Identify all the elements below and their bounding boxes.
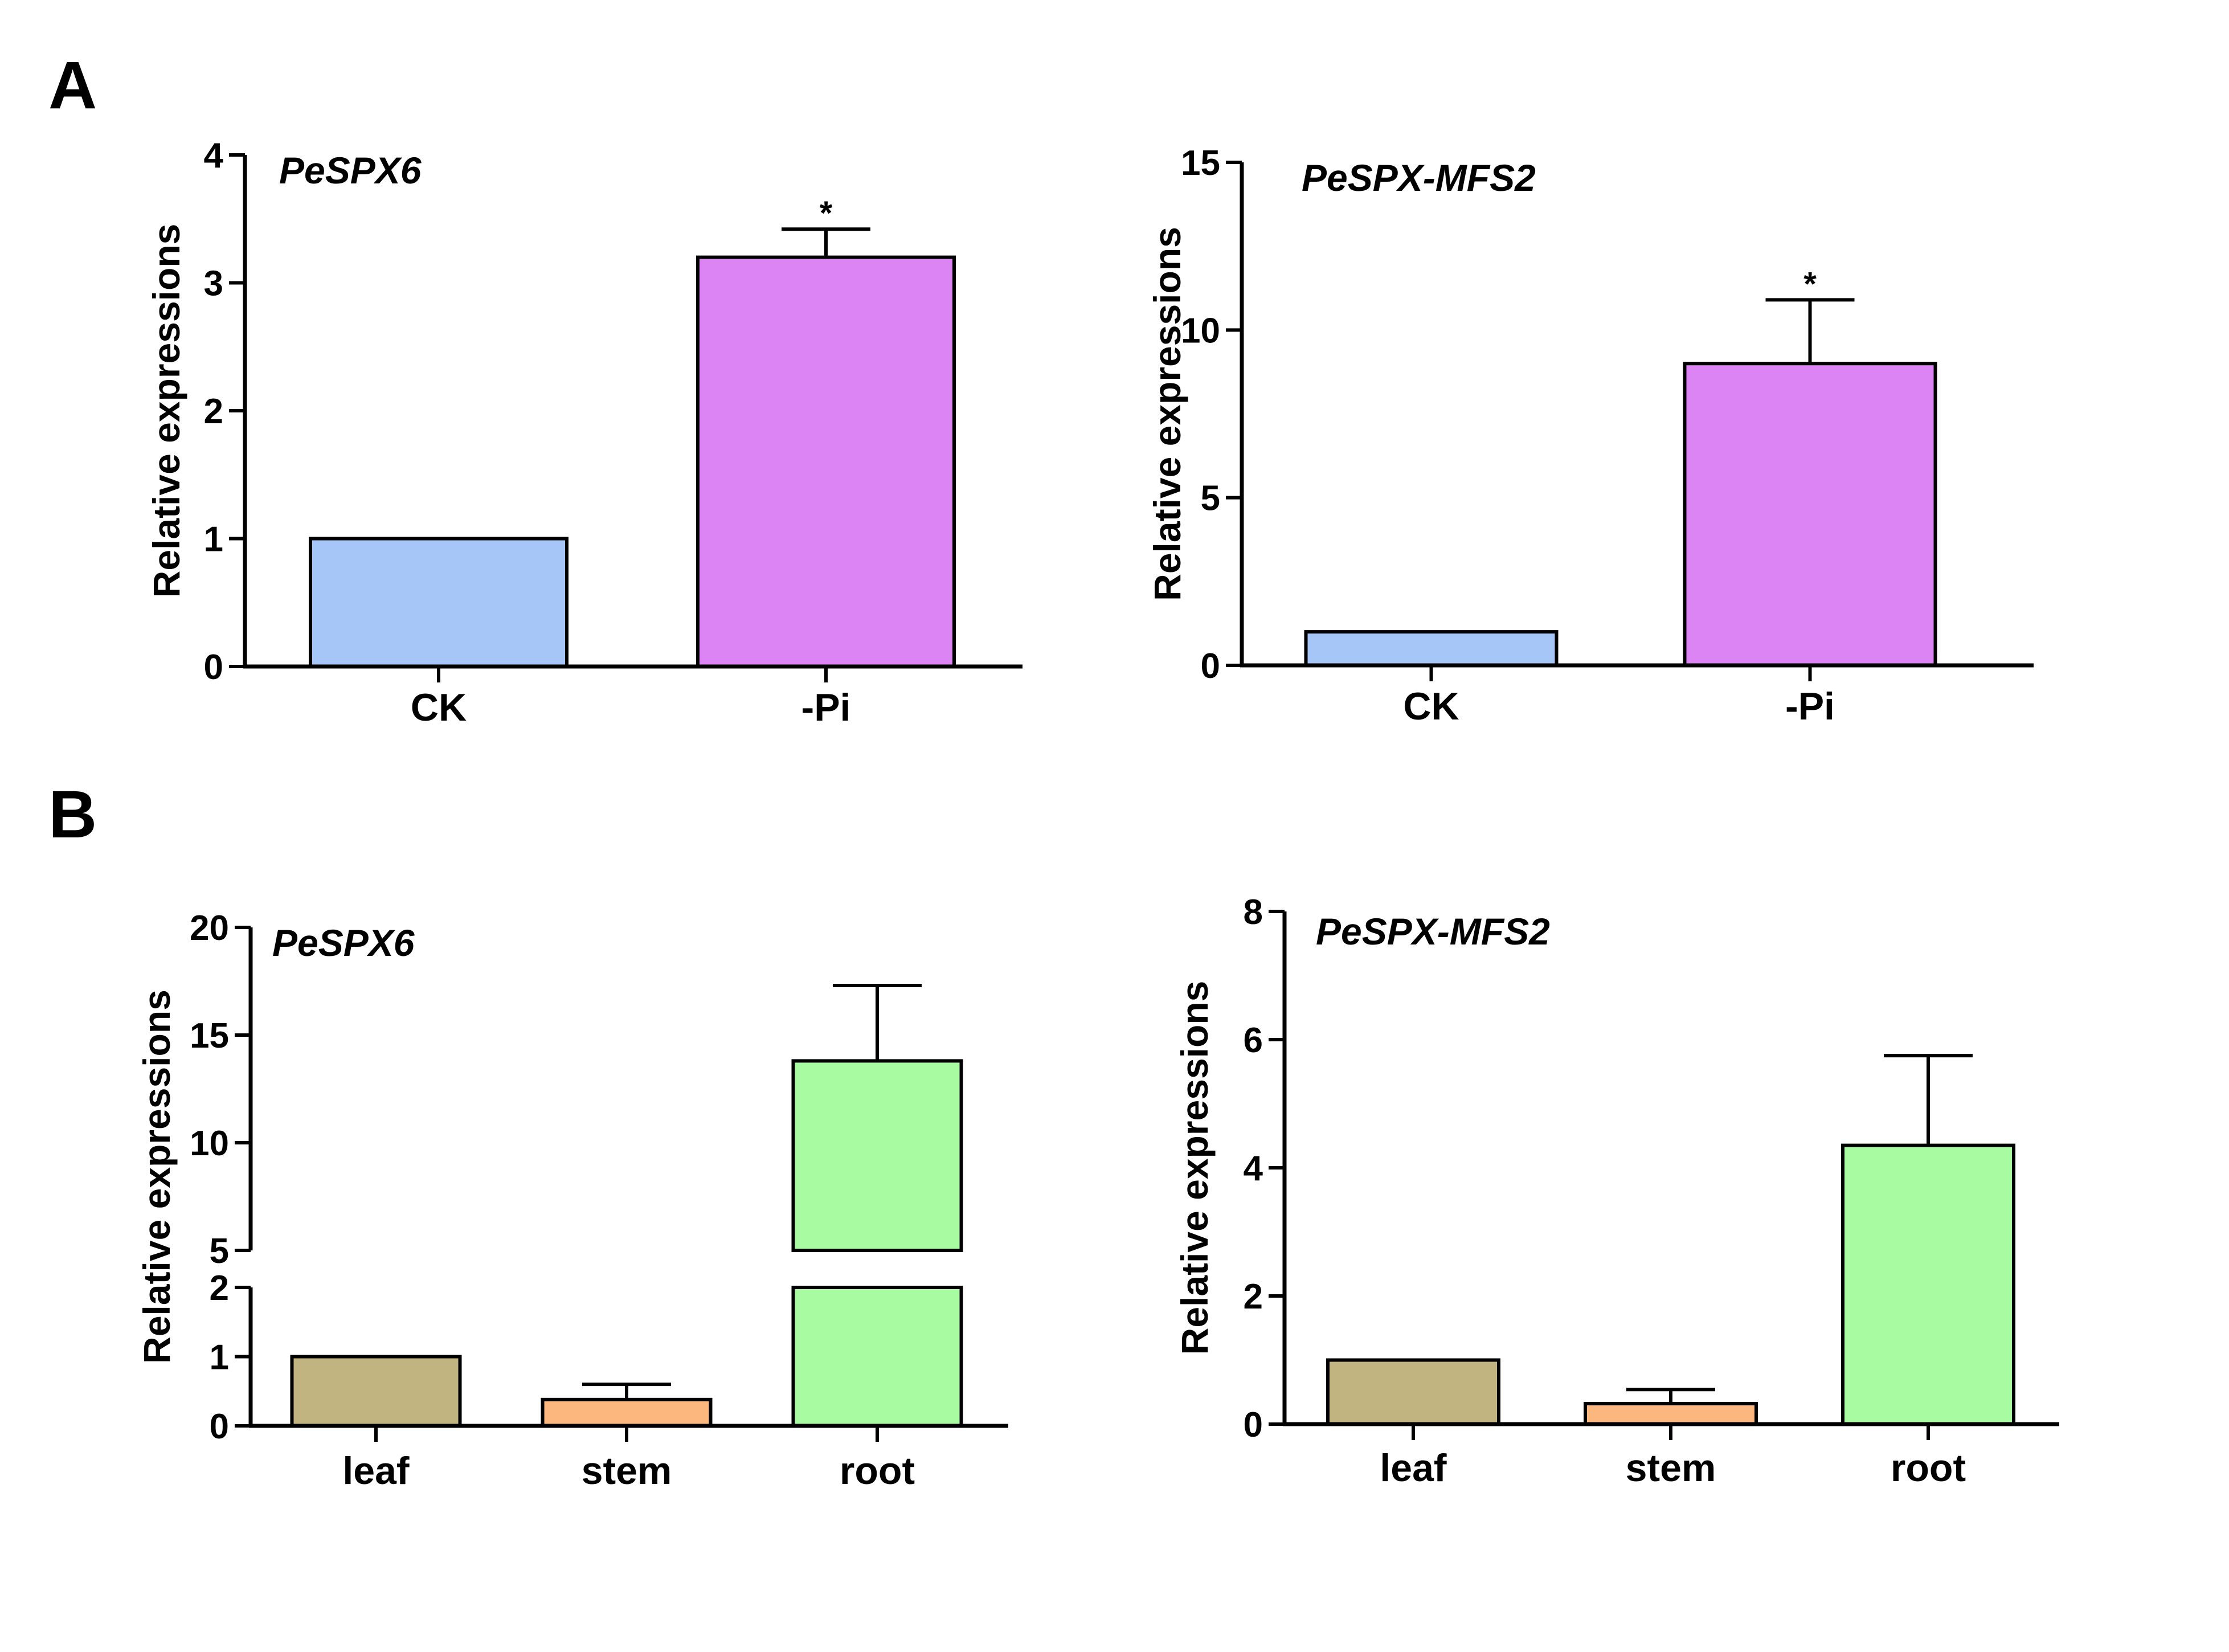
panel-label-a: A (48, 48, 97, 123)
panel-label-b: B (48, 777, 97, 852)
pespx-mfs2-chart-title: PeSPX-MFS2 (1316, 910, 1550, 952)
pespx6-y-axis-title: Relative expressions (136, 989, 178, 1364)
chart-b-pespx6: leaf stem root 0 1 25 10 15 20 PeSPX6 Relative exp… (136, 909, 1008, 1492)
pespx6-y-tick-label-15: 15 (190, 1016, 229, 1056)
pespx-mfs2-y-tick-label-15: 15 (1181, 144, 1220, 183)
pespx-mfs2-category-label-leaf: leaf (1380, 1446, 1447, 1490)
pespx-mfs2-y-tick-label-5: 5 (1201, 479, 1220, 518)
pespx6-bar-root-upper (791, 1059, 963, 1252)
pespx6-y-tick-label-4: 4 (204, 136, 224, 175)
pespx-mfs2-category-label-stem: stem (1626, 1446, 1716, 1490)
pespx-mfs2-bar-root (1841, 1143, 2015, 1426)
pespx6-bar-stem (541, 1397, 713, 1428)
chart-a-pespx6: CK * -Pi 0 1 2 3 4 PeSPX6 Relative expressions (145, 136, 1023, 729)
pespx6-chart-title: PeSPX6 (279, 149, 422, 191)
pespx-mfs2-category-label-root: root (1891, 1446, 1966, 1490)
pespx6-category-label-root: root (840, 1449, 915, 1492)
pespx-mfs2-bar-stem (1584, 1402, 1758, 1426)
pespx6-bar-break-gap (791, 1252, 964, 1286)
pespx6-y-tick-label-0: 0 (210, 1407, 229, 1446)
pespx6-y-tick-label-1: 1 (210, 1338, 229, 1377)
pespx6-y-axis-title: Relative expressions (145, 224, 187, 598)
pespx6-bar-ck (309, 537, 569, 668)
pespx-mfs2-y-axis-title: Relative expressions (1173, 981, 1216, 1355)
pespx-mfs2-bar-leaf (1326, 1358, 1500, 1426)
pespx-mfs2-y-tick-label-10: 10 (1181, 311, 1220, 350)
pespx-mfs2-y-axis-title: Relative expressions (1146, 227, 1188, 601)
chart-b-pespx-mfs2: leaf stem root 0 2 4 6 8 PeSPX-MFS2 Relative expr… (1173, 893, 2059, 1490)
pespx-mfs2-y-tick-label-4: 4 (1244, 1149, 1263, 1188)
pespx6-category-label-ck: CK (411, 686, 467, 729)
pespx-mfs2-bar-pi (1683, 362, 1937, 667)
pespx-mfs2-y-tick-label-6: 6 (1244, 1021, 1263, 1060)
pespx6-bar-root (791, 1286, 963, 1428)
pespx6-y-tick-label-10: 10 (190, 1124, 229, 1163)
pespx6-category-label-pi: -Pi (801, 686, 851, 729)
pespx-mfs2-y-tick-label-8: 8 (1244, 893, 1263, 932)
pespx6-chart-title: PeSPX6 (272, 922, 415, 964)
pespx-mfs2-category-label-ck: CK (1403, 685, 1459, 728)
pespx6-bar-pi (696, 255, 956, 669)
pespx6-category-label-leaf: leaf (342, 1449, 410, 1492)
pespx6-y-tick-label-20: 20 (190, 909, 229, 948)
pespx6-significance-pi: * (820, 195, 833, 232)
pespx6-y-tick-label-2: 2 (210, 1269, 229, 1308)
pespx-mfs2-y-tick-label-0: 0 (1244, 1405, 1263, 1445)
chart-a-pespx-mfs2: CK * -Pi 0 5 10 15 PeSPX-MFS2 Relative expressio… (1146, 144, 2034, 728)
pespx-mfs2-significance-pi: * (1803, 265, 1817, 302)
pespx6-y-tick-label-0: 0 (204, 648, 223, 687)
pespx6-y-tick-label-5: 5 (210, 1232, 229, 1271)
pespx-mfs2-chart-title: PeSPX-MFS2 (1302, 157, 1536, 199)
pespx-mfs2-y-tick-label-0: 0 (1201, 647, 1220, 686)
pespx-mfs2-category-label-pi: -Pi (1785, 685, 1835, 728)
pespx6-category-label-stem: stem (582, 1449, 672, 1492)
pespx-mfs2-y-tick-label-2: 2 (1244, 1277, 1263, 1316)
pespx-mfs2-bar-ck (1304, 630, 1559, 667)
pespx6-y-tick-label-2: 2 (204, 392, 223, 431)
pespx6-bar-leaf (290, 1355, 462, 1428)
pespx6-y-tick-label-1: 1 (204, 520, 223, 559)
pespx6-y-tick-label-3: 3 (204, 264, 223, 304)
